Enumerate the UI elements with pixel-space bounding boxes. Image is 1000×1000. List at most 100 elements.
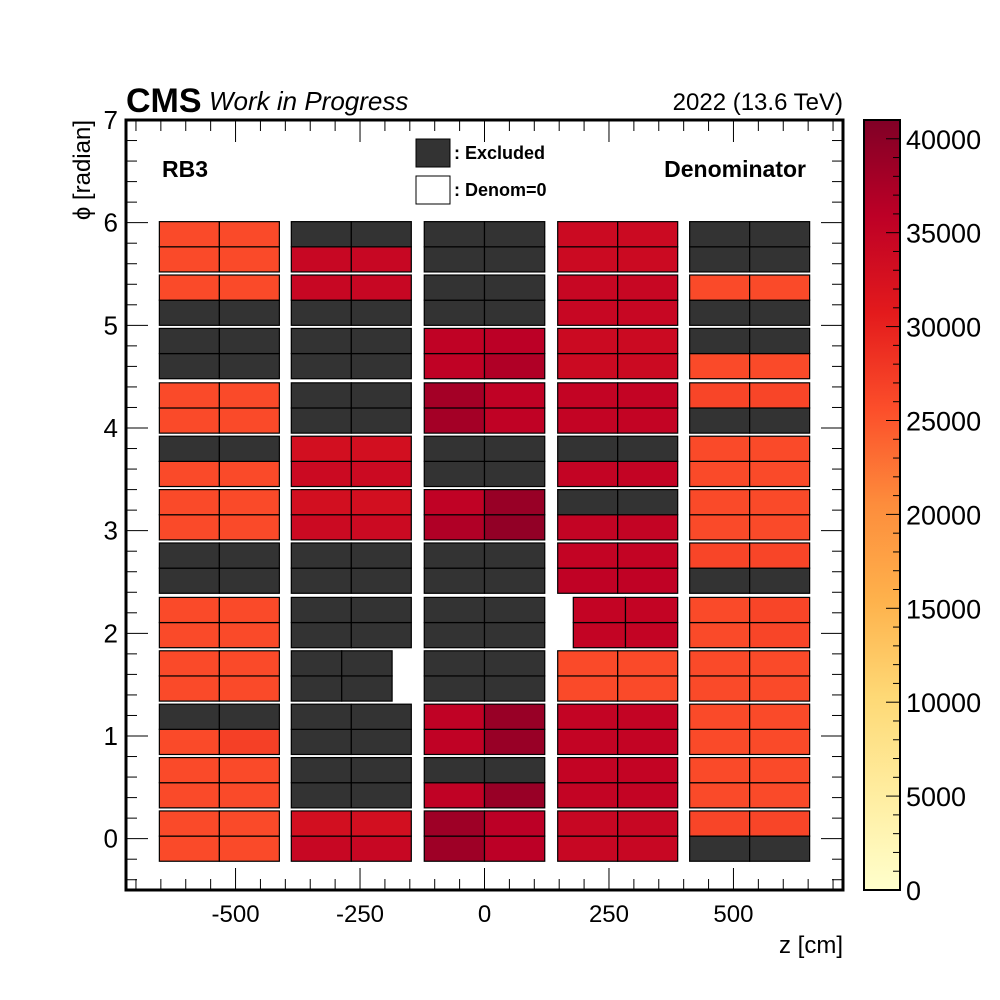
heatmap-cell: [423, 567, 486, 594]
heatmap-cell: [350, 460, 412, 488]
heatmap-cell: [557, 274, 619, 301]
y-tick-label: 7: [104, 105, 118, 135]
heatmap-cell: [158, 299, 220, 326]
heatmap-cell: [483, 274, 546, 301]
heatmap-cell: [158, 460, 220, 488]
heatmap-cell: [218, 728, 280, 756]
heatmap-cell: [423, 621, 486, 649]
heatmap-cell: [290, 542, 352, 569]
heatmap-cell: [572, 596, 627, 624]
heatmap-cell: [749, 382, 811, 409]
heatmap-cell: [617, 703, 679, 730]
heatmap-cell: [617, 246, 679, 273]
heatmap-cell: [350, 246, 412, 273]
heatmap-cell: [483, 514, 546, 541]
heatmap-cell: [423, 756, 486, 784]
heatmap-cell: [483, 460, 546, 488]
heatmap-cell: [290, 728, 352, 756]
heatmap-cell: [290, 274, 352, 301]
heatmap-cell: [423, 782, 486, 809]
heatmap-cell: [218, 650, 280, 677]
heatmap-cell: [218, 810, 280, 837]
heatmap-cell: [617, 567, 679, 594]
heatmap-cell: [557, 514, 619, 541]
heatmap-cell: [617, 274, 679, 301]
heatmap-cell: [557, 542, 619, 569]
x-axis-title: z [cm]: [779, 932, 843, 959]
heatmap-cell: [617, 352, 679, 380]
heatmap-cell: [749, 621, 811, 649]
heatmap-cell: [350, 728, 412, 756]
legend-denom-zero-label: : Denom=0: [454, 180, 547, 200]
y-tick-label: 2: [104, 618, 118, 648]
colorbar-tick-label: 35000: [906, 219, 981, 249]
colorbar-tick-label: 15000: [906, 594, 981, 624]
heatmap-cells: [158, 221, 811, 862]
heatmap-cell: [617, 460, 679, 488]
heatmap-cell: [218, 782, 280, 809]
heatmap-cell: [218, 299, 280, 326]
heatmap-cell: [290, 835, 352, 862]
heatmap-cell: [689, 567, 751, 594]
heatmap-cell: [689, 489, 751, 516]
x-tick-label: -250: [336, 901, 384, 928]
heatmap-cell: [158, 810, 220, 837]
heatmap-cell: [617, 514, 679, 541]
heatmap-cell: [423, 435, 486, 462]
heatmap-cell: [749, 489, 811, 516]
heatmap-cell: [689, 542, 751, 569]
heatmap-cell: [158, 435, 220, 462]
heatmap-cell: [689, 460, 751, 488]
heatmap-cell: [557, 435, 619, 462]
heatmap-cell: [557, 489, 619, 516]
legend-excluded-label: : Excluded: [454, 143, 545, 163]
heatmap-cell: [617, 435, 679, 462]
heatmap-cell: [617, 650, 679, 677]
heatmap-cell: [749, 246, 811, 273]
heatmap-cell: [749, 650, 811, 677]
heatmap-cell: [483, 221, 546, 248]
heatmap-cell: [557, 382, 619, 409]
heatmap-cell: [689, 407, 751, 434]
heatmap-cell: [749, 460, 811, 488]
heatmap-cell: [350, 542, 412, 569]
heatmap-cell: [572, 621, 627, 649]
heatmap-cell: [218, 274, 280, 301]
heatmap-cell: [290, 514, 352, 541]
heatmap-cell: [749, 675, 811, 702]
heatmap-cell: [689, 514, 751, 541]
heatmap-cell: [158, 703, 220, 730]
heatmap-cell: [218, 542, 280, 569]
heatmap-cell: [350, 514, 412, 541]
heatmap-cell: [350, 489, 412, 516]
heatmap-cell: [218, 514, 280, 541]
heatmap-cell: [350, 810, 412, 837]
heatmap-cell: [689, 274, 751, 301]
heatmap-cell: [423, 596, 486, 624]
colorbar-ticks: 0 5000 10000 15000 20000 25000 30000 35000 40000: [886, 125, 981, 906]
heatmap-cell: [218, 835, 280, 862]
heatmap-cell: [423, 675, 486, 702]
heatmap-cell: [557, 567, 619, 594]
heatmap-cell: [557, 352, 619, 380]
heatmap-cell: [423, 274, 486, 301]
plot-frame: [124, 118, 845, 892]
heatmap-cell: [749, 299, 811, 326]
heatmap-cell: [689, 246, 751, 273]
heatmap-cell: [350, 435, 412, 462]
quantity-label: Denominator: [664, 156, 806, 182]
heatmap-cell: [749, 567, 811, 594]
heatmap-cell: [423, 728, 486, 756]
heatmap-cell: [689, 435, 751, 462]
heatmap-cell: [483, 703, 546, 730]
heatmap-cell: [218, 460, 280, 488]
heatmap-cell: [617, 489, 679, 516]
heatmap-cell: [218, 327, 280, 355]
heatmap-cell: [350, 352, 412, 380]
heatmap-cell: [749, 596, 811, 624]
heatmap-cell: [290, 382, 352, 409]
colorbar-tick-label: 5000: [906, 782, 966, 812]
heatmap-cell: [617, 407, 679, 434]
heatmap-cell: [423, 489, 486, 516]
heatmap-cell: [483, 835, 546, 862]
